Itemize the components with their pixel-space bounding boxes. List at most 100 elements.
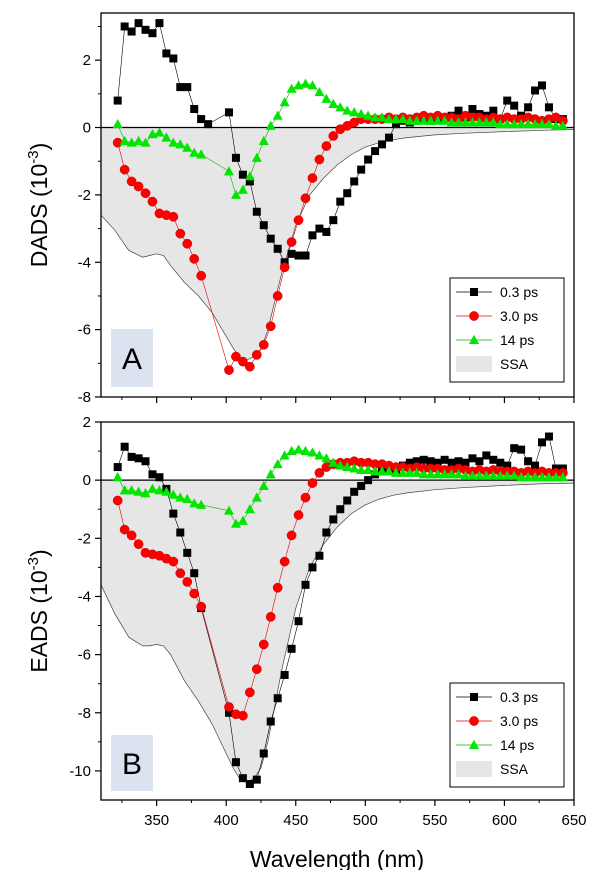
data-point (322, 227, 331, 236)
data-point (370, 112, 381, 122)
data-point (307, 447, 318, 457)
plot-area-a (101, 19, 574, 375)
legend-label: 14 ps (500, 332, 534, 348)
data-point (175, 228, 186, 239)
data-point (544, 432, 553, 441)
y-axis-title-exponent: -3 (25, 150, 42, 163)
data-point (258, 135, 269, 145)
data-point (397, 467, 408, 477)
data-point (315, 224, 324, 233)
data-point (294, 617, 303, 626)
data-point (119, 524, 130, 535)
data-point (482, 451, 491, 460)
data-point (265, 321, 276, 332)
data-point (189, 147, 200, 157)
data-point (120, 22, 129, 31)
data-point (446, 117, 457, 127)
data-point (439, 115, 450, 125)
data-point (461, 458, 470, 467)
data-point (148, 470, 157, 479)
data-point (370, 466, 381, 476)
data-point (196, 149, 207, 159)
data-point (258, 639, 269, 650)
panel-label-box (111, 735, 153, 791)
data-point (363, 110, 374, 120)
data-point (251, 152, 262, 162)
y-tick-label: -8 (78, 705, 91, 722)
data-point (550, 120, 561, 130)
y-tick-label: -6 (78, 647, 91, 664)
data-point (189, 498, 200, 508)
data-point (252, 207, 261, 216)
legend-marker (470, 288, 478, 296)
data-point (371, 147, 380, 156)
data-point (314, 468, 325, 478)
data-point (524, 457, 533, 466)
x-tick-label: 650 (561, 812, 586, 829)
data-point (454, 106, 463, 115)
data-point (237, 184, 248, 194)
data-point (140, 137, 151, 147)
data-point (357, 481, 366, 490)
data-point (175, 139, 186, 149)
data-point (343, 496, 352, 505)
data-point (112, 472, 123, 482)
data-point (300, 492, 311, 503)
data-point (321, 93, 332, 103)
data-point (468, 454, 477, 463)
data-point (279, 97, 290, 107)
x-tick-label: 600 (492, 812, 517, 829)
legend: 0.3 ps 3.0 ps 14 ps SSA (449, 682, 565, 788)
data-point (286, 530, 297, 541)
data-point (134, 19, 143, 28)
legend-marker (469, 334, 479, 344)
data-point (357, 165, 366, 174)
y-tick-label: -10 (69, 763, 91, 780)
legend-label: 3.0 ps (500, 713, 538, 729)
data-point (134, 454, 143, 463)
data-point (336, 505, 345, 514)
data-point (162, 49, 171, 58)
data-point (231, 351, 241, 362)
data-point (538, 438, 547, 447)
data-point (496, 458, 505, 467)
data-point (251, 492, 262, 502)
data-point (112, 495, 123, 506)
y-axis-title: DADS (10-3) (25, 143, 52, 268)
data-point (126, 530, 137, 541)
data-point (517, 445, 526, 454)
data-point (329, 216, 338, 225)
data-point (557, 120, 568, 130)
data-point (335, 460, 346, 470)
data-point (119, 485, 130, 495)
data-point (474, 117, 485, 127)
plot-frame (100, 421, 575, 801)
data-point (502, 118, 513, 129)
data-point (147, 483, 158, 493)
data-point (356, 464, 367, 474)
data-point (432, 469, 443, 479)
data-point (488, 117, 499, 127)
data-point (419, 455, 428, 464)
data-point (133, 135, 144, 145)
data-point (328, 131, 339, 141)
data-point (321, 141, 332, 151)
y-axis-title-end: ) (26, 549, 52, 557)
data-point (314, 450, 325, 460)
data-point (293, 215, 304, 226)
data-point (127, 27, 136, 36)
data-point (176, 528, 185, 537)
y-tick-label: 2 (83, 414, 91, 431)
data-point (503, 96, 512, 105)
data-point (127, 452, 136, 461)
legend-label: SSA (500, 761, 529, 777)
y-tick-label: -4 (78, 588, 91, 605)
data-point (183, 548, 192, 557)
data-point (315, 551, 324, 560)
data-point (342, 461, 353, 472)
y-tick-label: -2 (78, 530, 91, 547)
data-point (175, 492, 186, 502)
data-point (133, 486, 144, 496)
data-point (524, 103, 533, 112)
data-point (272, 110, 283, 120)
